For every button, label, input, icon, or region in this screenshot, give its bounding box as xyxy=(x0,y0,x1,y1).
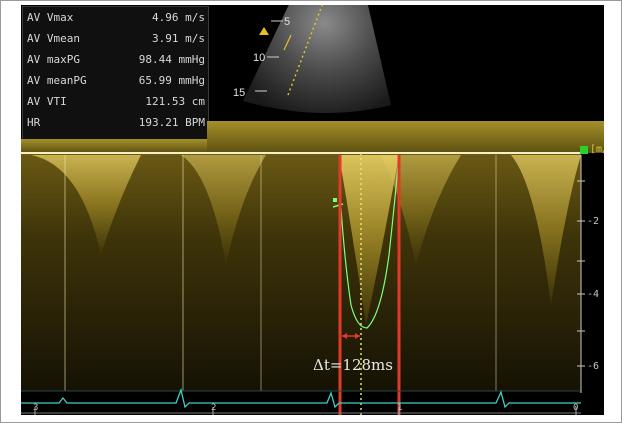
spectral-jet xyxy=(381,155,461,265)
spectral-jet xyxy=(31,155,141,255)
measurement-panel: AV Vmax 4.96 m/s AV Vmean 3.91 m/s AV ma… xyxy=(22,6,209,140)
depth-mark: 10 xyxy=(253,52,265,64)
ultrasound-display: 5 10 15 AV Vmax 4.96 m/s AV Vmean 3.91 m… xyxy=(21,5,604,415)
measurement-row: AV VTI 121.53 cm xyxy=(27,93,205,111)
spectral-jet xyxy=(181,155,266,265)
measurement-row: AV Vmean 3.91 m/s xyxy=(27,30,205,48)
time-tick-label: 0 xyxy=(573,403,579,413)
measurement-value: 98.44 mmHg xyxy=(138,53,205,66)
velocity-unit-label: [m/ xyxy=(590,144,604,155)
spectral-doppler-trace xyxy=(21,121,604,415)
measurement-value: 65.99 mmHg xyxy=(138,74,205,87)
time-tick-label: 3 xyxy=(33,403,39,413)
arrowhead-icon xyxy=(355,333,360,339)
measurement-value: 193.21 BPM xyxy=(138,116,205,129)
spectral-jet xyxy=(339,155,399,325)
depth-mark: 5 xyxy=(284,16,290,28)
measurement-label: AV Vmean xyxy=(27,32,80,45)
measurement-row: HR 193.21 BPM xyxy=(27,114,205,132)
time-tick-label: 2 xyxy=(211,403,217,413)
measurement-label: AV Vmax xyxy=(27,11,74,24)
sector-image xyxy=(243,5,391,114)
envelope-start-marker xyxy=(333,198,337,202)
measurement-value: 4.96 m/s xyxy=(152,11,205,24)
2d-sector-view: 5 10 15 xyxy=(233,5,391,114)
measurement-row: AV maxPG 98.44 mmHg xyxy=(27,51,205,69)
arrowhead-icon xyxy=(342,333,347,339)
measurement-row: AV meanPG 65.99 mmHg xyxy=(27,72,205,90)
sample-gate-marker xyxy=(283,34,292,51)
velocity-tick-label: -4 xyxy=(587,289,600,300)
measurement-label: AV maxPG xyxy=(27,53,80,66)
measurement-value: 3.91 m/s xyxy=(152,32,205,45)
measurement-label: AV VTI xyxy=(27,95,67,108)
velocity-tick-label: -2 xyxy=(587,216,600,227)
measurement-label: HR xyxy=(27,116,41,129)
time-tick-label: 1 xyxy=(397,403,403,413)
orientation-marker-icon xyxy=(259,27,269,35)
spectral-header-strip xyxy=(207,121,604,153)
measurement-row: AV Vmax 4.96 m/s xyxy=(27,9,205,27)
depth-mark: 15 xyxy=(233,87,245,99)
velocity-envelope xyxy=(340,154,400,329)
ecg-trace xyxy=(21,387,581,409)
measurement-label: AV meanPG xyxy=(27,74,87,87)
spectral-header-strip xyxy=(21,139,207,153)
interval-annotation: Δt=128ms xyxy=(313,356,393,374)
measurement-value: 121.53 cm xyxy=(145,95,205,108)
velocity-tick-label: -6 xyxy=(587,361,600,372)
scale-indicator-icon xyxy=(580,146,588,154)
spectral-jet xyxy=(511,155,581,305)
